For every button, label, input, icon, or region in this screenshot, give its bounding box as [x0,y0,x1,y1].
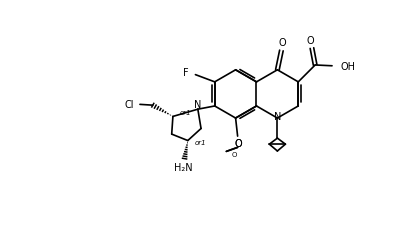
Text: N: N [274,112,281,122]
Text: or1: or1 [194,140,205,146]
Text: OH: OH [340,61,355,72]
Text: O: O [234,138,241,148]
Text: O: O [278,38,285,48]
Text: O: O [231,151,237,157]
Text: O: O [234,138,241,148]
Text: N: N [193,99,200,109]
Text: Cl: Cl [124,100,133,110]
Text: O: O [306,36,313,46]
Text: F: F [183,68,188,78]
Text: or1: or1 [179,110,190,116]
Text: H₂N: H₂N [174,163,192,173]
